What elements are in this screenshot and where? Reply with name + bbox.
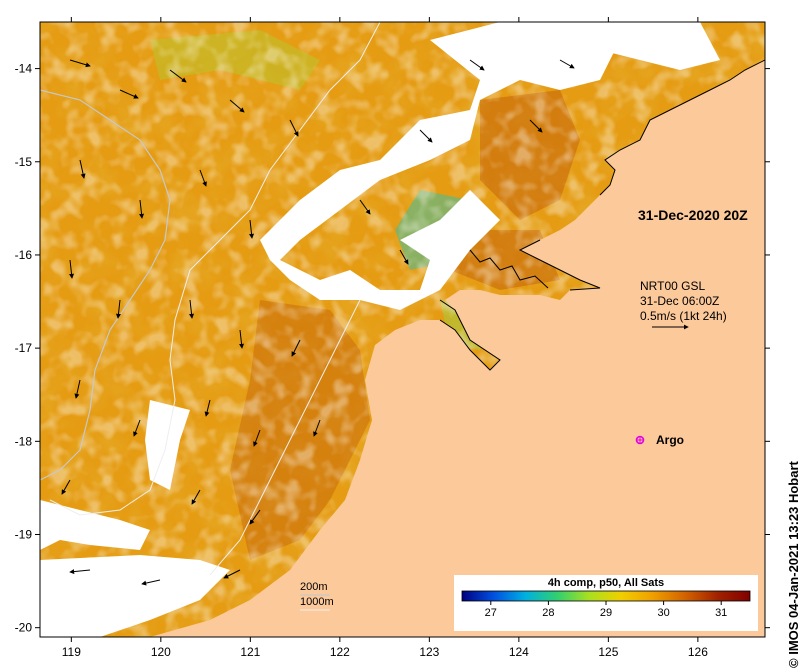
depth-200-label: 200m	[300, 581, 328, 593]
lon-tick-label: 119	[62, 645, 81, 659]
lat-tick-label: -20	[15, 621, 33, 635]
lon-tick-label: 124	[509, 645, 529, 659]
lat-tick-label: -18	[15, 434, 33, 448]
current-source-label: NRT00 GSL	[640, 279, 705, 293]
lat-tick-label: -17	[15, 341, 33, 355]
current-time-label: 31-Dec 06:00Z	[640, 294, 719, 308]
lat-tick-label: -19	[15, 528, 33, 542]
colorbar-tick-label: 28	[542, 607, 554, 619]
isobath-200m	[40, 89, 171, 481]
colorbar-tick-label: 31	[715, 607, 727, 619]
colorbar: 4h comp, p50, All Sats 27 28 29 30 31	[454, 575, 758, 631]
colorbar-tick-label: 29	[600, 607, 612, 619]
lat-tick-label: -14	[15, 62, 33, 76]
credit-label: © IMOS 04-Jan-2021 13:23 Hobart	[786, 461, 801, 668]
lon-tick-label: 125	[598, 645, 618, 659]
colorbar-title: 4h comp, p50, All Sats	[548, 577, 664, 589]
colorbar-ramp	[461, 590, 751, 602]
lat-tick-label: -16	[15, 248, 33, 262]
land	[150, 22, 765, 637]
lon-tick-label: 120	[151, 645, 171, 659]
date-label: 31-Dec-2020 20Z	[638, 207, 748, 223]
lon-tick-label: 122	[330, 645, 350, 659]
argo-label: Argo	[656, 433, 684, 447]
lon-tick-label: 121	[240, 645, 260, 659]
colorbar-tick-label: 27	[485, 607, 497, 619]
colorbar-tick-label: 30	[657, 607, 669, 619]
depth-1000-label: 1000m	[300, 596, 334, 608]
lat-tick-label: -15	[15, 155, 33, 169]
map-axes: 119 120 121 122 123 124 125 126 -14 -15 -16 -17 -18 -…	[15, 17, 770, 659]
map-frame	[39, 21, 766, 638]
isobath-1000m	[49, 22, 381, 516]
lon-tick-label: 126	[688, 645, 708, 659]
lon-tick-label: 123	[419, 645, 439, 659]
current-scale-label: 0.5m/s (1kt 24h)	[640, 309, 727, 323]
current-vectors	[61, 59, 575, 586]
copyright-symbol: ©	[786, 658, 801, 668]
